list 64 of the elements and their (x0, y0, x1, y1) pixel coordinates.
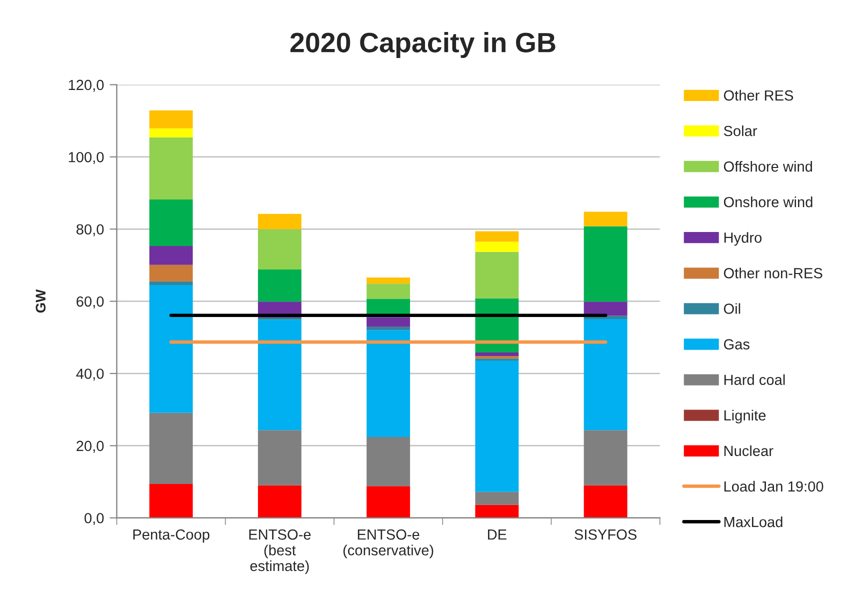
x-tick-label: DE (488, 530, 506, 540)
bar (584, 226, 628, 302)
bar (475, 352, 519, 356)
x-tick-label: ENTSO-e (conservative) (343, 529, 434, 558)
legend-label: Other non-RES (724, 268, 822, 278)
bar (475, 252, 519, 298)
legend-label: Nuclear (724, 445, 774, 456)
bar (258, 485, 302, 518)
legend-label: Lignite (724, 410, 766, 424)
legend-label: Oil (724, 303, 740, 314)
legend-label: MaxLoad (724, 516, 782, 528)
bar (258, 430, 302, 486)
bar (475, 356, 519, 359)
bar (149, 128, 193, 138)
legend-label: Hard coal (724, 374, 785, 385)
bar (475, 360, 519, 492)
bar (475, 242, 519, 252)
legend-label: Hydro (724, 232, 762, 246)
bar (584, 302, 628, 316)
legend-label: Gas (724, 339, 750, 350)
bar (149, 285, 193, 413)
legend-label: Load Jan 19:00 (724, 480, 824, 492)
bar (475, 231, 519, 242)
y-tick-label: 60,0 (76, 296, 104, 308)
x-tick-label: SISYFOS (574, 529, 637, 540)
bar (149, 281, 193, 286)
bar (258, 320, 302, 430)
y-tick-label: 100,0 (68, 152, 104, 164)
bar (366, 317, 410, 327)
bar (475, 492, 519, 505)
bar (366, 437, 410, 486)
y-tick-label: 80,0 (76, 224, 104, 236)
bar (149, 110, 193, 128)
chart-title: 2020 Capacity in GB (290, 32, 556, 58)
x-tick-label: ENTSO-e (best estimate) (249, 529, 311, 574)
bar (366, 326, 410, 330)
bar (366, 330, 410, 438)
bar (149, 264, 193, 282)
bar (475, 504, 519, 518)
bar (366, 277, 410, 284)
bar (584, 430, 628, 486)
y-tick-label: 120,0 (68, 80, 104, 92)
x-tick-label: Penta-Coop (133, 529, 210, 543)
y-tick-label: 20,0 (76, 440, 104, 453)
bar (258, 214, 302, 230)
bar (366, 284, 410, 299)
bar (584, 212, 628, 226)
bar (258, 270, 302, 302)
bar (584, 318, 628, 430)
bar (366, 486, 410, 518)
legend-label: Solar (724, 125, 758, 136)
legend-label: Onshore wind (724, 196, 812, 208)
legend-label: Other RES (724, 90, 794, 101)
bar (258, 229, 302, 270)
legend-label: Offshore wind (724, 161, 812, 172)
bar (584, 485, 628, 518)
y-tick-label: 40,0 (76, 368, 104, 381)
bar (149, 484, 193, 518)
bar (149, 199, 193, 246)
bar (149, 412, 193, 484)
y-axis-title: GW (36, 289, 46, 313)
bar (149, 137, 193, 200)
y-tick-label: 0,0 (84, 512, 104, 526)
bar (149, 246, 193, 265)
